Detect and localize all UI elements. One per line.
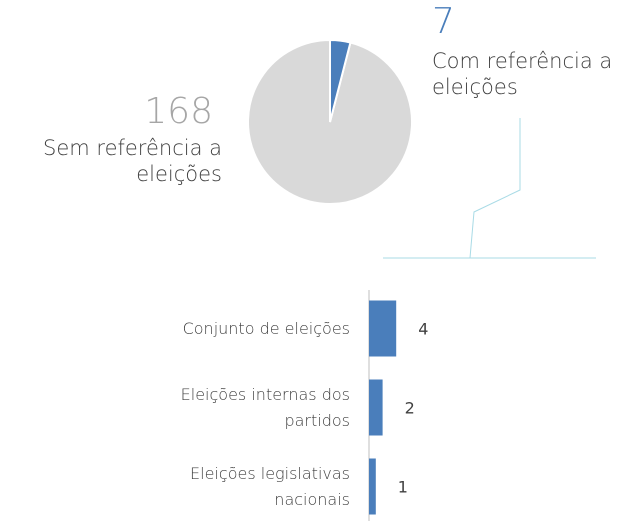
- category-label: Eleições internas dos partidos: [140, 380, 350, 436]
- value-label: 1: [398, 478, 408, 497]
- slice-value: 7: [432, 1, 455, 42]
- slice-label: Sem referência a eleições: [43, 136, 222, 186]
- bar: [369, 300, 397, 357]
- slice-value: 168: [144, 91, 213, 132]
- category-label: Conjunto de eleições: [140, 301, 350, 357]
- category-text: Conjunto de eleições: [182, 318, 350, 338]
- value-label: 4: [418, 320, 428, 339]
- slice-label: Com referência a eleições: [432, 49, 613, 99]
- category-text: Eleições legislativas nacionais: [190, 463, 350, 509]
- leader-line: [469, 118, 521, 259]
- pie-slice: [329, 38, 352, 123]
- bar: [369, 379, 383, 436]
- value-label: 2: [405, 399, 415, 418]
- category-label: Eleições legislativas nacionais: [140, 459, 350, 515]
- bar: [369, 458, 376, 515]
- category-text: Eleições internas dos partidos: [180, 384, 350, 430]
